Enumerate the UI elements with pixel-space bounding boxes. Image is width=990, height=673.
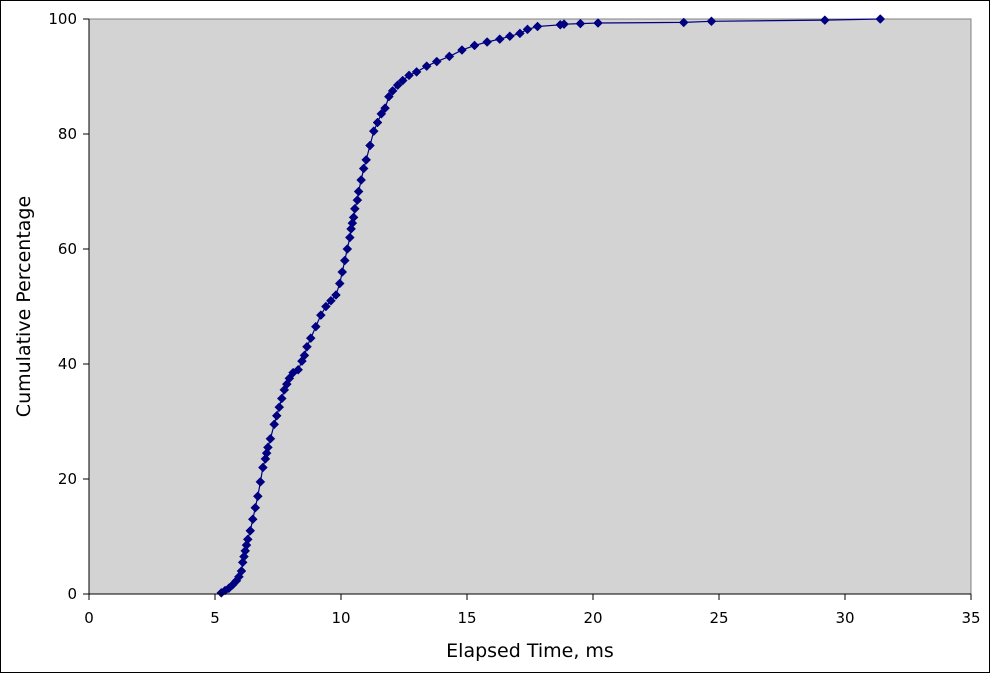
data-point-marker (247, 514, 258, 525)
data-point-marker (392, 80, 403, 90)
data-point-marker (482, 37, 493, 47)
series-layer (216, 14, 886, 598)
data-point-marker (368, 126, 379, 136)
y-tick-label: 0 (67, 585, 77, 603)
data-point-marker (819, 15, 830, 26)
data-point-marker (356, 175, 367, 185)
data-point-marker (274, 402, 285, 412)
data-point-marker (315, 310, 326, 320)
data-point-marker (411, 67, 422, 77)
data-point-marker (344, 232, 355, 243)
x-axis-title: Elapsed Time, ms (446, 640, 614, 662)
plot-area (88, 18, 972, 595)
data-point-marker (387, 86, 398, 96)
data-point-marker (358, 163, 369, 174)
data-point-marker (242, 534, 253, 545)
y-tick-label: 60 (58, 240, 77, 258)
data-point-marker (236, 566, 247, 576)
data-point-marker (334, 278, 345, 289)
data-point-marker (457, 45, 467, 55)
data-point-marker (276, 393, 287, 404)
y-tick-label: 100 (48, 10, 77, 28)
data-point-marker (504, 31, 515, 42)
data-point-marker (342, 244, 353, 254)
data-point-marker (372, 117, 383, 128)
data-point-marker (293, 364, 304, 375)
data-point-marker (302, 341, 312, 352)
data-point-marker (559, 19, 569, 30)
data-point-marker (252, 491, 263, 502)
data-point-marker (469, 40, 480, 51)
y-axis-title: Cumulative Percentage (13, 196, 35, 417)
x-tick-label: 30 (835, 609, 854, 627)
data-point-marker (421, 61, 432, 72)
data-point-marker (376, 109, 387, 119)
data-point-marker (522, 24, 533, 35)
data-point-marker (337, 267, 348, 277)
data-point-marker (299, 350, 310, 361)
data-point-marker (353, 186, 364, 197)
data-point-marker (494, 34, 505, 44)
data-point-marker (348, 212, 359, 223)
data-point-marker (258, 462, 268, 473)
data-point-marker (269, 419, 280, 430)
data-point-marker (532, 21, 543, 32)
data-point-marker (263, 442, 273, 453)
data-point-marker (384, 91, 394, 102)
data-point-marker (361, 155, 372, 165)
x-tick-label: 0 (84, 609, 94, 627)
data-point-marker (339, 255, 350, 266)
x-tick-label: 35 (961, 609, 980, 627)
data-point-marker (245, 525, 256, 536)
data-point-marker (250, 502, 261, 513)
data-point-marker (575, 18, 586, 29)
data-point-marker (305, 333, 316, 343)
data-point-marker (444, 51, 455, 62)
x-tick-label: 5 (210, 609, 220, 627)
data-point-marker (875, 14, 886, 24)
y-tick-label: 20 (58, 470, 77, 488)
data-point-marker (397, 75, 408, 86)
data-point-marker (515, 28, 525, 39)
data-point-marker (404, 70, 414, 81)
x-tick-label: 10 (331, 609, 350, 627)
data-point-marker (678, 17, 689, 28)
axes-layer: 0 20 40 60 80 100 0 5 10 15 20 25 30 35 (48, 10, 980, 627)
x-tick-label: 20 (583, 609, 602, 627)
data-point-marker (284, 373, 295, 384)
data-point-marker (271, 410, 282, 421)
x-tick-label: 15 (457, 609, 476, 627)
data-point-marker (255, 477, 266, 487)
data-point-marker (431, 56, 442, 67)
data-point-marker (326, 295, 336, 306)
data-point-marker (365, 140, 375, 151)
data-point-marker (380, 103, 390, 113)
data-point-marker (706, 16, 717, 27)
x-tick-label: 25 (709, 609, 728, 627)
y-tick-label: 40 (58, 355, 77, 373)
data-point-marker (265, 433, 276, 444)
data-point-marker (350, 203, 360, 214)
data-point-marker (352, 195, 363, 205)
data-point-marker (310, 321, 321, 332)
y-tick-label: 80 (58, 125, 77, 143)
data-point-marker (593, 18, 603, 28)
data-point-marker (321, 301, 331, 312)
data-point-marker (331, 290, 341, 300)
